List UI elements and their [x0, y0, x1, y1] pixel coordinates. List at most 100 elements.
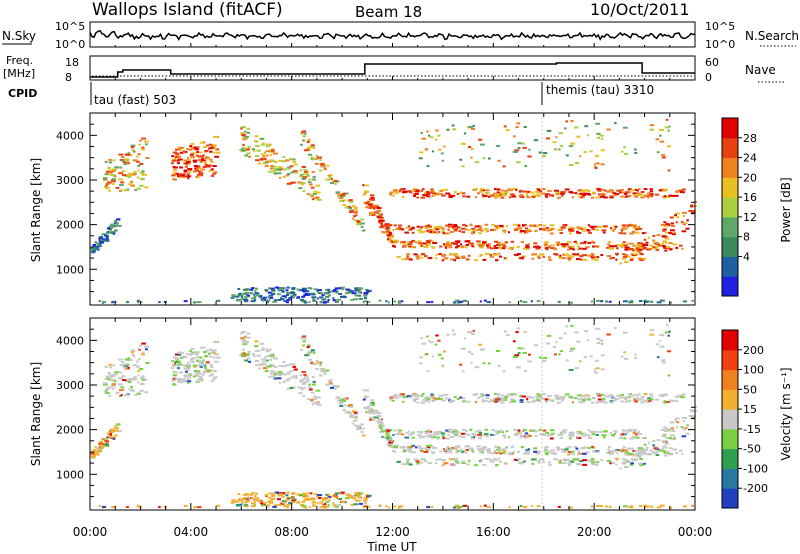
velocity-cell — [636, 394, 639, 397]
power-cell — [456, 245, 460, 247]
power-cell — [200, 174, 203, 177]
power-cell — [672, 243, 677, 246]
velocity-cell — [301, 337, 304, 340]
velocity-cell — [306, 346, 310, 349]
velocity-cell — [114, 371, 120, 374]
velocity-cell — [307, 344, 311, 347]
velocity-cell — [362, 389, 365, 392]
velocity-cell — [508, 401, 512, 404]
power-cell — [585, 254, 590, 257]
power-cell — [243, 135, 249, 138]
power-cell — [448, 246, 453, 249]
velocity-cell — [632, 397, 637, 400]
velocity-cell — [290, 497, 295, 499]
velocity-cell — [596, 504, 601, 507]
velocity-cell — [587, 429, 590, 432]
velocity-cell — [125, 506, 129, 508]
power-cell — [139, 139, 142, 142]
power-cell — [428, 195, 431, 198]
power-cell — [664, 126, 670, 129]
velocity-cell — [426, 434, 429, 437]
power-cell — [634, 249, 638, 252]
power-cell — [132, 159, 138, 162]
power-cell — [357, 291, 361, 294]
velocity-cell — [493, 450, 497, 452]
power-cell — [253, 299, 257, 302]
velocity-cell — [647, 397, 651, 400]
power-cell — [596, 256, 600, 259]
velocity-cell — [498, 451, 501, 453]
power-cell — [242, 143, 245, 146]
velocity-cell — [325, 369, 330, 372]
power-cell — [190, 143, 195, 145]
velocity-cell — [172, 383, 176, 386]
power-cell — [328, 294, 331, 297]
power-cell — [480, 143, 485, 146]
velocity-cell — [136, 504, 140, 507]
velocity-cell — [461, 460, 466, 463]
velocity-cell — [208, 374, 212, 377]
power-cell — [621, 243, 624, 246]
power-cell — [449, 195, 452, 198]
velocity-cell — [244, 359, 249, 362]
velocity-cell — [557, 433, 561, 436]
velocity-cell — [445, 447, 449, 450]
velocity-cell — [210, 365, 214, 368]
power-cell — [546, 193, 550, 196]
power-cell — [327, 291, 332, 294]
velocity-cell — [200, 379, 203, 382]
power-cell — [364, 190, 370, 193]
power-cell — [351, 292, 357, 295]
velocity-cell — [680, 426, 684, 429]
power-cell — [600, 254, 604, 256]
velocity-cell — [665, 450, 670, 453]
velocity-cell — [477, 448, 482, 451]
velocity-cell — [259, 342, 265, 345]
power-cell — [534, 253, 537, 256]
velocity-cell — [686, 424, 689, 427]
power-ytick-1: 2000 — [56, 219, 84, 232]
velocity-cell — [602, 436, 606, 439]
power-cell — [302, 290, 306, 293]
velocity-cell — [136, 381, 139, 384]
velocity-cell — [661, 359, 665, 362]
velocity-cell — [537, 393, 541, 396]
velocity-cell — [365, 494, 369, 497]
velocity-cell — [384, 436, 387, 439]
power-cell — [550, 247, 556, 250]
power-cell — [173, 172, 178, 175]
velocity-cell — [301, 500, 306, 503]
power-cell — [141, 137, 146, 140]
power-cell — [495, 145, 501, 147]
power-cell — [366, 206, 371, 209]
velocity-cell — [544, 398, 548, 401]
velocity-cell — [547, 394, 552, 397]
velocity-cell — [185, 370, 188, 373]
power-cell — [317, 289, 323, 292]
power-cell — [98, 300, 101, 303]
velocity-cell — [498, 400, 501, 403]
power-cell — [342, 295, 346, 298]
power-cell — [246, 131, 250, 134]
power-cell — [470, 244, 474, 246]
power-cell — [431, 240, 434, 243]
power-cell — [557, 300, 561, 303]
power-cell — [517, 147, 521, 150]
velocity-colorbar-swatch — [722, 409, 738, 430]
power-cell — [338, 195, 342, 198]
velocity-cell — [190, 361, 195, 364]
power-cell — [386, 230, 389, 233]
power-cell — [254, 290, 257, 293]
power-cell — [537, 195, 541, 197]
power-cell — [196, 173, 202, 176]
power-cell — [319, 301, 322, 304]
velocity-cell — [603, 394, 607, 397]
power-cell — [206, 144, 209, 147]
power-cell — [349, 290, 355, 293]
power-cell — [431, 191, 435, 194]
power-cell — [652, 246, 656, 249]
velocity-cell — [322, 506, 327, 509]
velocity-cell — [591, 445, 594, 448]
power-cell — [408, 258, 413, 261]
power-cell — [622, 126, 628, 129]
